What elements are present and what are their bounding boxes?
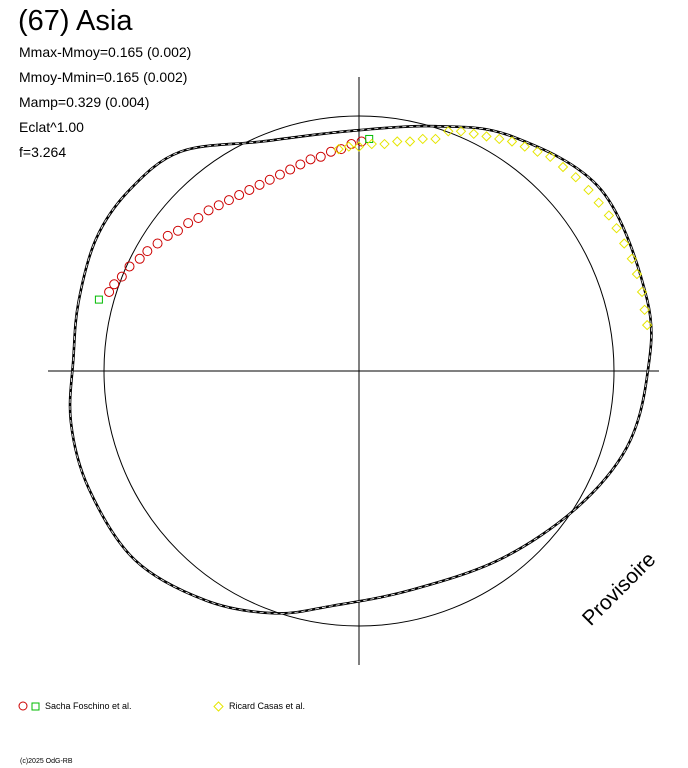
data-point-circle: [142, 246, 153, 257]
data-point-circle: [295, 159, 306, 170]
data-point-diamond: [618, 238, 630, 249]
reference-circle: [103, 115, 615, 627]
data-point-circle: [152, 238, 163, 249]
data-point-circle: [183, 218, 194, 229]
data-point-circle: [234, 190, 245, 201]
legend-diamond-shape: [213, 700, 224, 712]
data-point-diamond: [366, 138, 377, 150]
model-curve-inner: [69, 125, 652, 614]
data-point-diamond: [494, 133, 505, 145]
model-curve-outer: [68, 124, 653, 615]
data-point-circle: [116, 271, 127, 282]
stat-line-4: Eclat^1.00: [19, 119, 84, 135]
legend-diamond-marker-icon: [213, 700, 224, 712]
data-point-circle: [305, 154, 316, 165]
data-point-diamond: [641, 319, 653, 331]
data-point-circle: [124, 261, 135, 272]
data-point-circle: [264, 174, 275, 185]
data-point-diamond: [506, 136, 518, 147]
data-point-circle: [172, 225, 183, 236]
stat-line-5: f=3.264: [19, 144, 67, 160]
data-point-diamond: [343, 141, 355, 152]
legend: Sacha Foschino et al. Ricard Casas et al…: [0, 696, 688, 716]
legend-item-casas: Ricard Casas et al.: [213, 696, 305, 716]
data-point-circle: [223, 195, 234, 206]
data-point-diamond: [417, 133, 428, 145]
data-point-diamond: [570, 171, 581, 183]
data-point-diamond: [430, 133, 441, 145]
legend-item-foschino: Sacha Foschino et al.: [18, 696, 132, 716]
data-point-diamond: [532, 146, 543, 157]
data-point-circle: [325, 146, 336, 157]
legend-label-foschino: Sacha Foschino et al.: [45, 701, 132, 711]
data-point-diamond: [603, 210, 615, 221]
data-point-diamond: [545, 151, 556, 163]
data-point-diamond: [519, 141, 530, 152]
stat-line-2: Mmoy-Mmin=0.165 (0.002): [19, 69, 188, 85]
data-point-diamond: [468, 128, 479, 140]
data-point-diamond: [392, 136, 403, 147]
data-point-diamond: [353, 141, 365, 152]
data-point-diamond: [593, 197, 604, 208]
data-point-circle: [274, 169, 285, 180]
legend-square-marker-icon: [31, 702, 40, 710]
data-point-diamond: [557, 161, 569, 173]
data-point-diamond: [379, 138, 390, 150]
data-point-diamond: [631, 268, 643, 280]
data-point-circle: [203, 205, 214, 216]
data-point-diamond: [583, 184, 594, 196]
data-point-diamond: [626, 253, 638, 265]
copyright-credit: (c)2025 OdG-RB: [20, 758, 73, 765]
data-point-circle: [315, 151, 326, 162]
legend-circle-marker-icon: [18, 701, 28, 711]
data-point-diamond: [443, 126, 454, 137]
data-point-circle: [336, 144, 347, 155]
data-point-circle: [104, 286, 115, 297]
data-point-circle: [134, 253, 145, 264]
data-point-diamond: [333, 143, 344, 155]
data-point-circle: [109, 279, 120, 290]
data-point-diamond: [455, 126, 467, 137]
legend-circle-shape: [18, 701, 28, 711]
legend-square-shape: [31, 702, 40, 710]
chart-title: (67) Asia: [18, 5, 133, 37]
data-point-circle: [285, 164, 296, 175]
stat-line-1: Mmax-Mmoy=0.165 (0.002): [19, 44, 192, 60]
data-point-circle: [162, 230, 173, 241]
data-point-diamond: [481, 131, 492, 142]
stat-line-3: Mamp=0.329 (0.004): [19, 94, 150, 110]
data-point-circle: [244, 184, 255, 195]
data-point-diamond: [404, 136, 416, 147]
data-point-diamond: [636, 286, 648, 298]
data-point-circle: [213, 200, 224, 211]
data-point-circle: [193, 213, 204, 223]
legend-label-casas: Ricard Casas et al.: [229, 701, 306, 711]
data-point-diamond: [611, 222, 622, 234]
data-point-diamond: [639, 304, 650, 316]
data-point-square: [94, 295, 103, 304]
data-point-circle: [254, 179, 265, 190]
